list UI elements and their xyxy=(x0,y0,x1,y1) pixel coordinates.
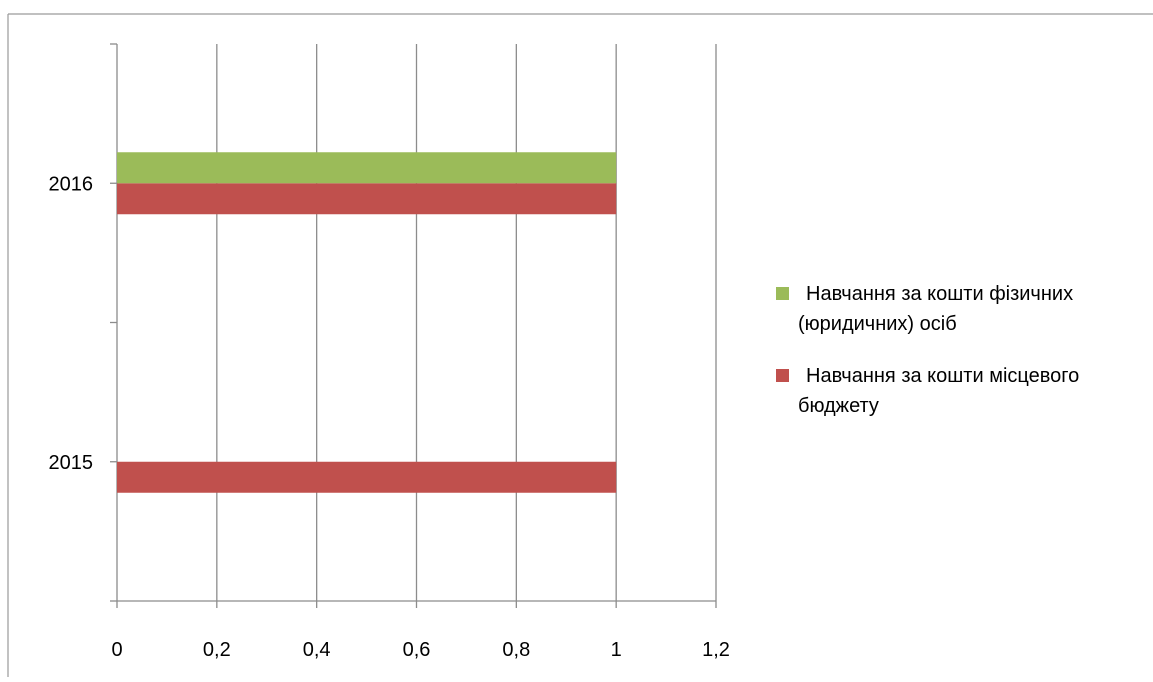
x-tick-label: 1,2 xyxy=(702,639,730,661)
y-tick-label: 2016 xyxy=(49,173,94,195)
legend-label: бюджету xyxy=(798,395,879,417)
x-tick-label: 0 xyxy=(111,639,122,661)
x-tick-label: 0,8 xyxy=(502,639,530,661)
legend-label: (юридичних) осіб xyxy=(798,313,957,335)
x-tick-label: 1 xyxy=(611,639,622,661)
bars xyxy=(117,152,617,493)
x-tick-label: 0,6 xyxy=(403,639,431,661)
legend-label: Навчання за кошти фізичних xyxy=(806,283,1073,305)
legend-swatch xyxy=(776,369,789,382)
bar xyxy=(117,152,617,184)
legend-swatch xyxy=(776,287,789,300)
x-tick-label: 0,4 xyxy=(303,639,331,661)
bar xyxy=(117,461,617,493)
x-tick-label: 0,2 xyxy=(203,639,231,661)
y-tick-label: 2015 xyxy=(49,452,94,474)
axes xyxy=(110,43,717,608)
tick-labels: 0 0,2 0,4 0,6 0,8 1 1,2 2015 2016 xyxy=(49,173,730,661)
legend-label: Навчання за кошти місцевого xyxy=(806,365,1079,387)
legend: Навчання за кошти фізичних (юридичних) ос… xyxy=(776,283,1079,417)
bar xyxy=(117,183,617,215)
gridlines xyxy=(216,44,717,601)
